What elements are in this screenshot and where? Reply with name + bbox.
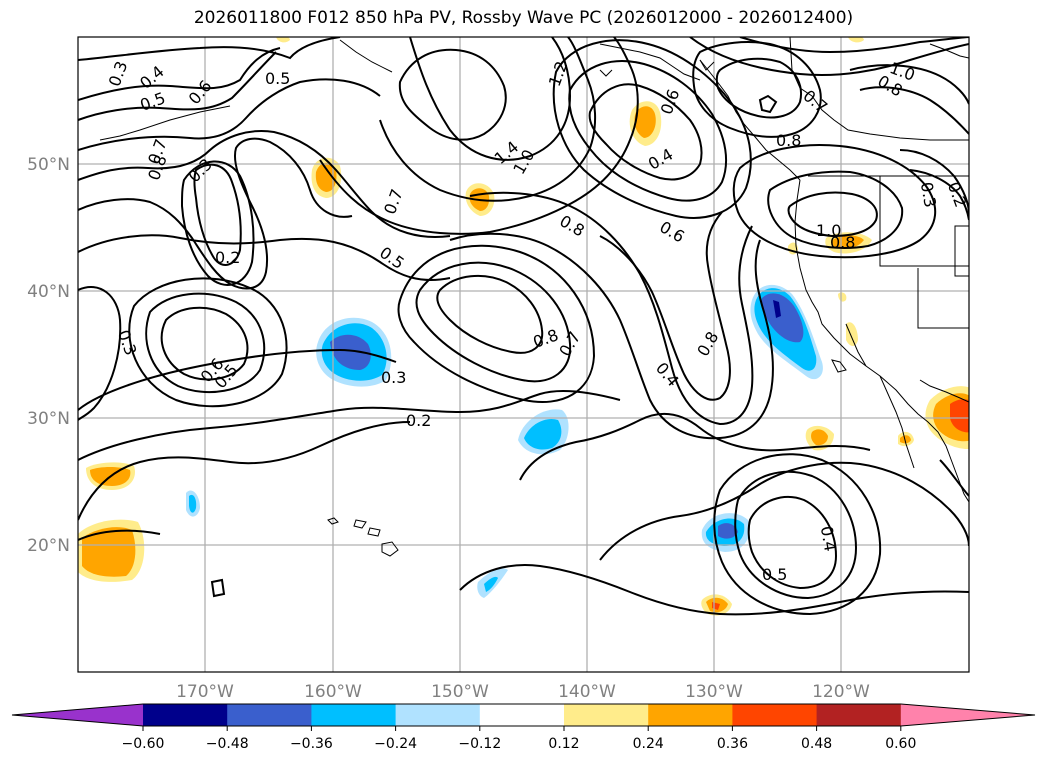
colorbar-tick-label: −0.60 [122,736,165,752]
colorbar-tick-label: 0.24 [633,736,664,752]
colorbar-tick-label: −0.24 [374,736,417,752]
pc-positive-blob [634,106,656,138]
colorbar-segment [143,704,228,726]
colorbar-segment [732,704,818,726]
map-plot-area: 0.3 0.4 0.5 0.6 0.7 0.8 0.3 0.2 0.5 0.7 … [78,37,969,672]
pc-positive-blob [315,162,337,192]
contour-label: 0.2 [406,411,431,430]
colorbar-tick-label: −0.36 [290,736,333,752]
colorbar-segment [311,704,397,726]
pc-positive-blob [900,435,911,444]
pc-negative-blob [718,523,738,539]
lat-label: 50°N [27,155,70,175]
colorbar-tick-label: −0.48 [206,736,249,752]
colorbar-segment [564,704,649,726]
pc-positive-blob [811,429,828,446]
lon-label: 120°W [812,682,870,702]
contour-label: 0.4 [817,525,840,553]
pc-negative-blob [189,494,197,513]
colorbar-tick-label: 0.12 [548,736,579,752]
pc-negative-blob [484,576,498,592]
contour-label: 0.3 [917,181,940,209]
contour-label: 1.0 [816,221,841,240]
shading-layer [78,37,969,616]
pc-negative-blob [761,293,804,343]
coastlines [99,37,969,557]
lat-label: 30°N [27,409,70,429]
colorbar-extend-max [900,704,1035,726]
contour-label: 0.3 [381,368,406,387]
colorbar-tick-label: 0.48 [801,736,832,752]
lon-label: 160°W [304,682,362,702]
pc-positive-blob [831,235,864,249]
colorbar-segment [227,704,312,726]
colorbar-tick-label: 0.36 [717,736,748,752]
colorbar-segment [395,704,481,726]
lat-label: 40°N [27,282,70,302]
pc-positive-blob [848,37,864,43]
colorbar-extend-min [12,704,143,726]
pc-negative-blob [330,334,371,370]
pc-positive-blob [846,322,858,346]
pc-positive-blob [950,399,969,433]
lon-label: 170°W [176,682,234,702]
colorbar-segment [648,704,733,726]
lat-axis: 50°N 40°N 30°N 20°N [27,155,70,556]
lon-label: 130°W [685,682,743,702]
colorbar-segment [479,704,565,726]
lon-label: 150°W [431,682,489,702]
map-title: 2026011800 F012 850 hPa PV, Rossby Wave … [193,8,854,28]
map-frame [77,36,970,673]
pc-positive-blob [276,37,290,43]
lon-axis: 170°W 160°W 150°W 140°W 130°W 120°W [176,682,870,702]
pc-positive-blob [838,292,847,302]
pc-negative-blob [773,300,781,318]
colorbar-segment [816,704,902,726]
pc-positive-blob [82,527,136,577]
contour-label: 0.5 [265,69,290,88]
contour-label: 0.8 [776,131,801,150]
lon-label: 140°W [558,682,616,702]
colorbar: −0.60 −0.48 −0.36 −0.24 −0.12 0.12 0.24 0.36 0.4… [11,703,1036,752]
colorbar-tick-label: 0.60 [885,736,916,752]
contour-label: 0.5 [762,565,787,584]
pc-negative-blob [524,418,562,450]
contour-label: 0.2 [215,248,240,267]
contour-label: 0.8 [830,233,855,252]
pv-contours [78,37,969,616]
colorbar-tick-label: −0.12 [458,736,501,752]
lat-label: 20°N [27,536,70,556]
